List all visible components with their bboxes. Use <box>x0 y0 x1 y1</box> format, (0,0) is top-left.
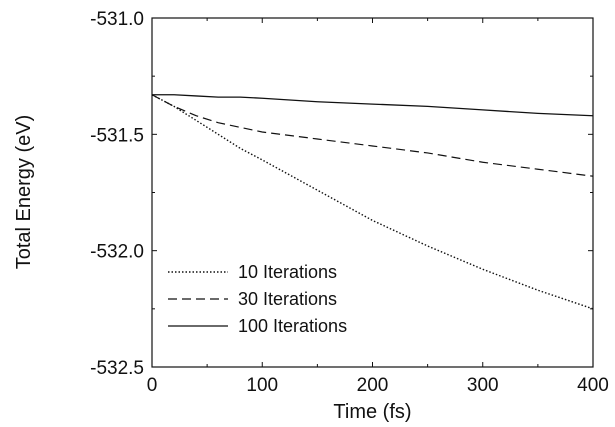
axis-ticks: 0 100 200 300 400 -532.5 -532.0 -531.5 -531.0 <box>90 9 609 396</box>
series-layer <box>151 94 594 310</box>
plot-area <box>151 17 594 368</box>
legend-label: 10 Iterations <box>238 262 337 282</box>
x-tick-label: 400 <box>577 375 609 396</box>
y-tick-label: -531.5 <box>90 125 144 146</box>
legend: 10 Iterations 30 Iterations 100 Iterations <box>168 262 347 336</box>
x-axis-title: Time (fs) <box>333 401 411 423</box>
y-tick-label: -532.0 <box>90 242 144 263</box>
x-tick-label: 0 <box>147 375 158 396</box>
legend-label: 30 Iterations <box>238 289 337 309</box>
series-line-3 <box>152 94 594 117</box>
x-tick-label: 200 <box>357 375 389 396</box>
legend-label: 100 Iterations <box>238 316 347 336</box>
y-tick-label: -532.5 <box>90 358 144 379</box>
series-line-2 <box>151 94 594 177</box>
series-line-1 <box>151 94 594 310</box>
y-tick-label: -531.0 <box>90 9 144 30</box>
x-tick-label: 100 <box>246 375 278 396</box>
plot-frame <box>151 17 594 368</box>
y-axis-title: Total Energy (eV) <box>13 115 35 270</box>
x-tick-label: 300 <box>467 375 499 396</box>
